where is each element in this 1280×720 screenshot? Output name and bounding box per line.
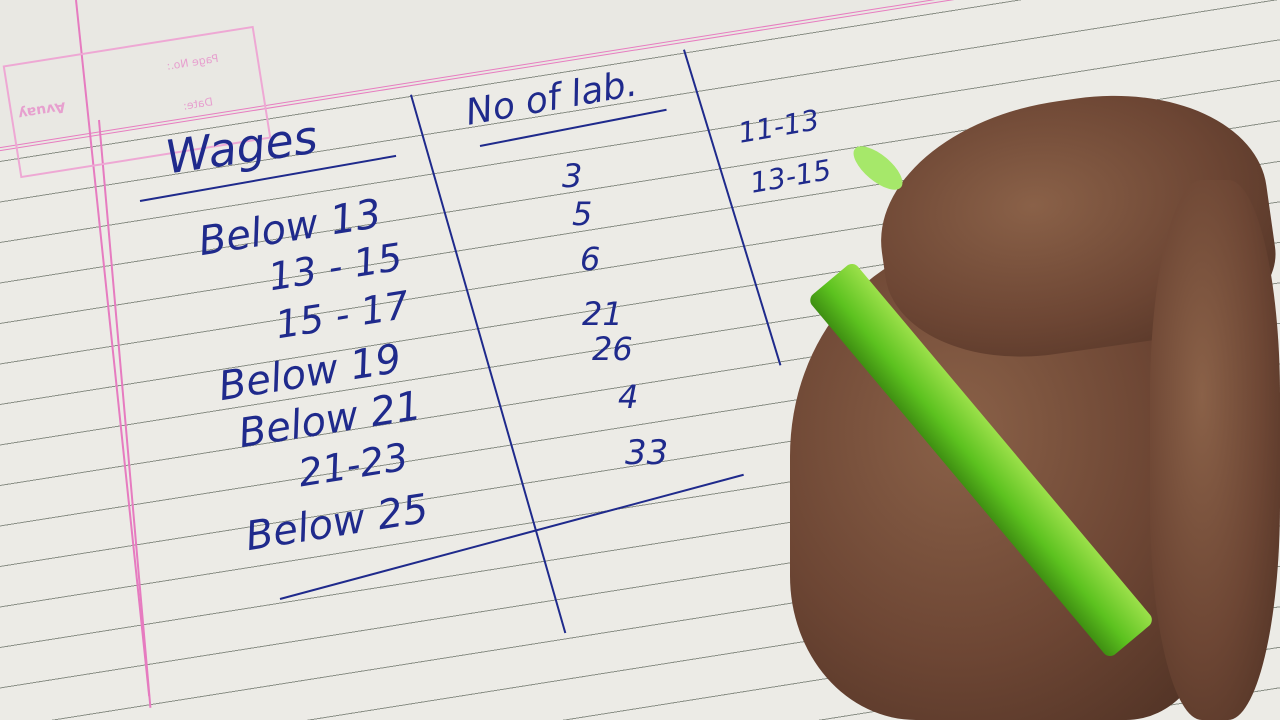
class-interval: 11-13 bbox=[735, 103, 822, 150]
count-row: 3 bbox=[562, 157, 583, 195]
count-row: 5 bbox=[572, 195, 593, 233]
wage-row: Below 25 bbox=[242, 485, 432, 561]
column-divider bbox=[683, 49, 782, 366]
class-interval: 13-15 bbox=[747, 153, 834, 200]
count-row: 6 bbox=[580, 240, 601, 278]
count-row: 33 bbox=[625, 433, 669, 473]
hand-thumb bbox=[1150, 180, 1280, 720]
count-row: 21 bbox=[582, 295, 623, 333]
count-row: 26 bbox=[592, 330, 633, 368]
page-no-label: Page No.: bbox=[165, 51, 220, 73]
date-label: Date: bbox=[182, 95, 214, 113]
margin-line bbox=[98, 119, 152, 708]
column-divider bbox=[410, 94, 567, 634]
brand-logo: Avuay bbox=[17, 98, 67, 122]
count-row: 4 bbox=[618, 378, 639, 416]
header-no-of-labourers: No of lab. bbox=[462, 63, 641, 134]
